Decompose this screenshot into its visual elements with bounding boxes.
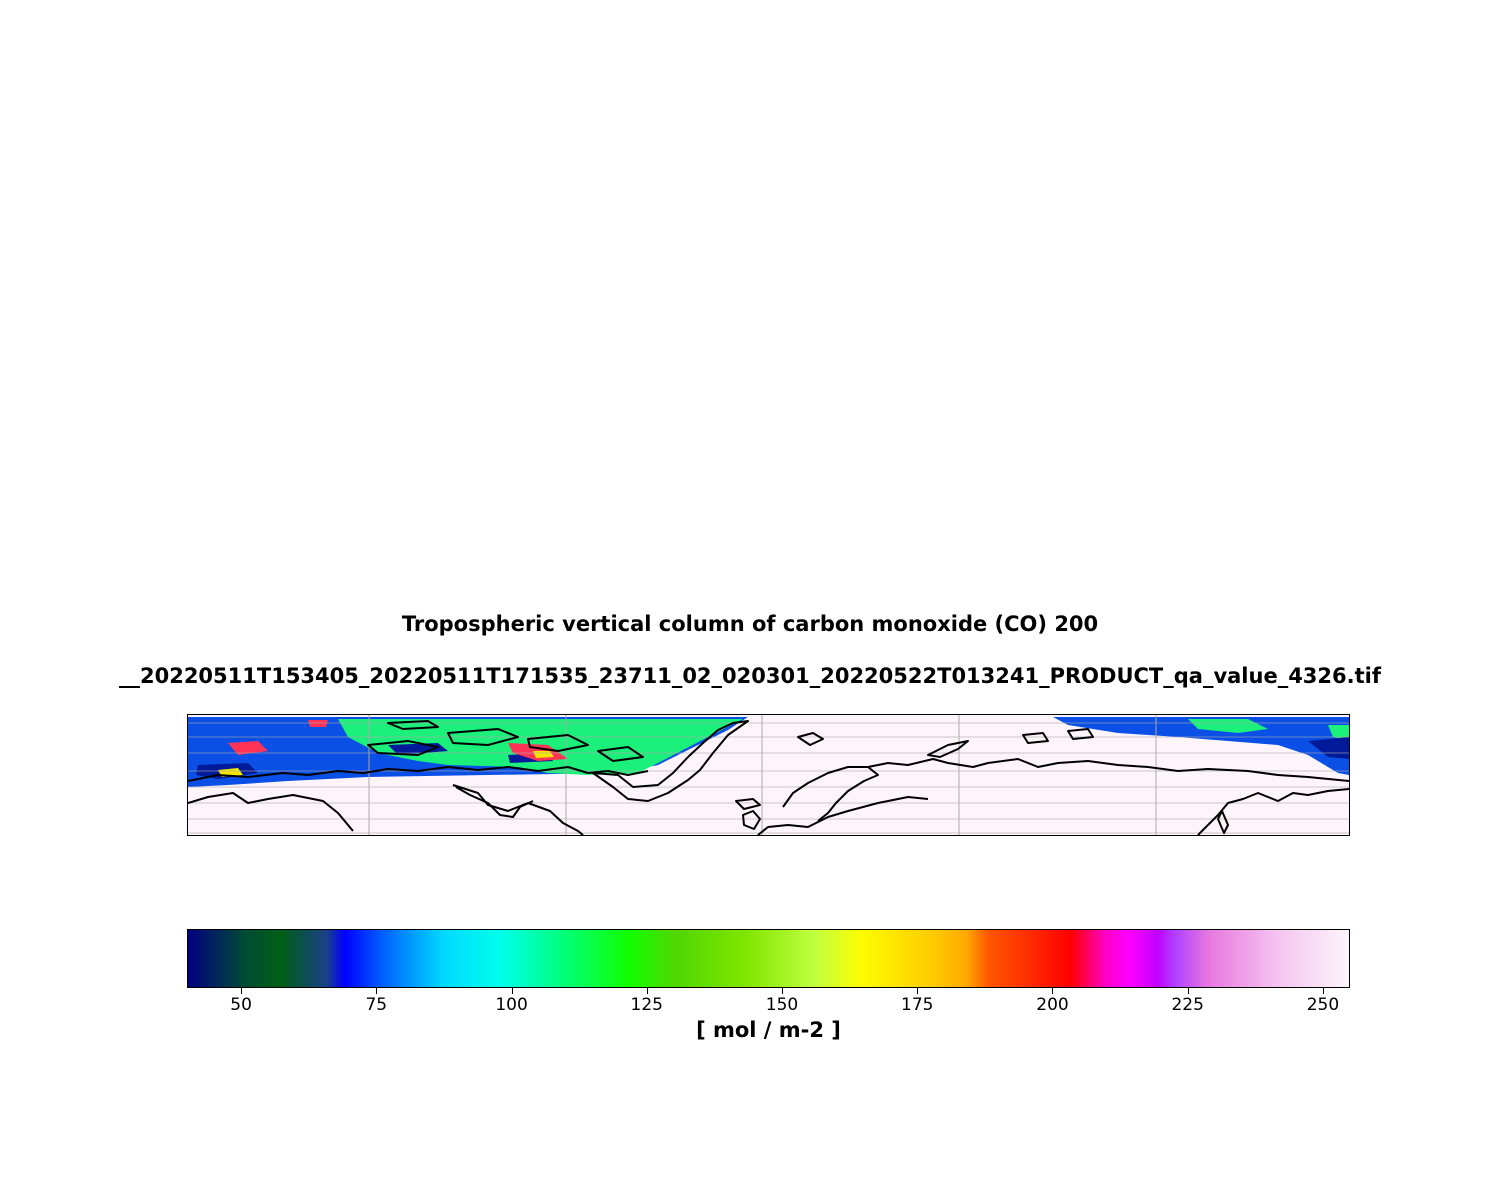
coast-novaya-zemlya — [927, 740, 969, 758]
colorbar-tick-label: 150 — [765, 995, 799, 1015]
colorbar-tick-label: 50 — [230, 995, 252, 1015]
colorbar-tick-label: 225 — [1171, 995, 1204, 1015]
colorbar-tick-label: 100 — [495, 995, 528, 1015]
colorbar-tick-label: 250 — [1306, 995, 1340, 1015]
colorbar-tick — [241, 988, 243, 994]
coast-kamchatka-okhotsk — [1197, 788, 1349, 835]
coast-severnaya-zemlya — [1022, 728, 1094, 744]
coast-scandinavia — [782, 766, 879, 822]
coast-alaska — [188, 792, 354, 832]
colorbar-label: [ mol / m-2 ] — [696, 1018, 841, 1042]
coast-greenland — [592, 720, 749, 802]
coast-uk — [742, 810, 761, 830]
colorbar-tick — [782, 988, 784, 994]
colorbar-tick-label: 75 — [365, 995, 388, 1015]
colorbar-tick — [376, 988, 378, 994]
coast-alaska-canada-arctic — [188, 766, 649, 782]
coastlines — [188, 720, 1349, 835]
swath-green-east — [1188, 719, 1349, 741]
colorbar-tick-label: 200 — [1036, 995, 1069, 1015]
coast-iceland — [735, 798, 761, 810]
colorbar-tick-label: 175 — [901, 995, 934, 1015]
colorbar-tick — [646, 988, 648, 994]
colorbar-tick — [917, 988, 919, 994]
coast-hudson-bay — [455, 786, 534, 818]
chart-subtitle-filename: __20220511T153405_20220511T171535_23711_… — [118, 664, 1381, 688]
colorbar-tick-label: 125 — [630, 995, 663, 1015]
coast-europe-mainland — [757, 796, 929, 835]
coast-sakhalin — [1217, 810, 1229, 834]
coast-svalbard — [797, 732, 824, 746]
coast-russia-arctic — [867, 758, 1349, 782]
colorbar — [187, 929, 1350, 988]
colorbar-tick — [1187, 988, 1189, 994]
swath-blue-east — [1053, 717, 1349, 775]
colorbar-tick — [511, 988, 513, 994]
colorbar-tick — [1052, 988, 1054, 994]
map-panel — [187, 714, 1350, 836]
swath-hotspots — [228, 720, 568, 761]
map-canvas — [188, 715, 1349, 835]
chart-title: Tropospheric vertical column of carbon m… — [401, 612, 1099, 636]
co-data-swath-layer — [188, 717, 1349, 787]
colorbar-tick — [1322, 988, 1324, 994]
coast-arctic-islands — [367, 720, 644, 762]
